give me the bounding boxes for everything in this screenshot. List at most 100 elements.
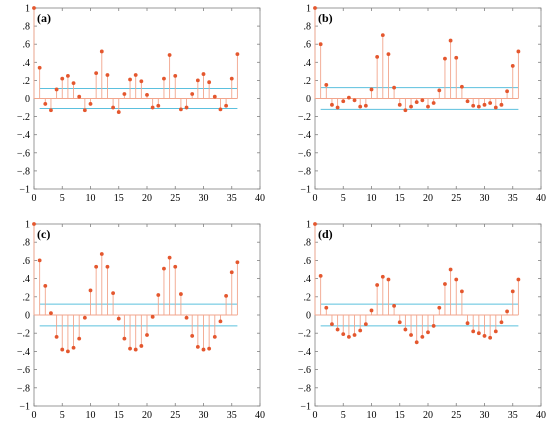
y-tick-label: −.8	[17, 383, 30, 394]
panel-b: −1−.8−.6−.4−.20.2.4.6.810 5 10 15 20 25 30 35 40…	[298, 4, 546, 205]
stem-marker	[201, 72, 206, 76]
stem-marker	[133, 73, 138, 77]
stem-marker	[330, 322, 334, 326]
x-tick-label: 0	[313, 410, 318, 421]
y-tick-label: −.2	[17, 112, 30, 123]
y-tick-label: .4	[304, 274, 312, 285]
stem-marker	[363, 103, 368, 108]
stem-marker	[66, 349, 70, 354]
panel-c: −1−.8−.6−.4−.20.2.4.6.810 5 10 15 20 25 30 35 40…	[17, 220, 265, 422]
stem-marker	[341, 332, 346, 337]
stem-marker	[352, 98, 357, 103]
stem-marker	[516, 49, 521, 54]
x-tick-label: 5	[60, 410, 65, 421]
y-tick-label: −.8	[298, 166, 311, 177]
stem-marker	[150, 314, 155, 319]
stem-marker	[49, 311, 53, 316]
stem-marker	[77, 336, 82, 341]
x-tick-label: 35	[508, 193, 518, 204]
x-tick-label: 20	[423, 193, 433, 204]
stem-marker	[128, 77, 132, 82]
stem-marker	[184, 105, 189, 110]
stem-marker	[128, 346, 132, 351]
stem-marker	[116, 316, 121, 321]
stem-marker	[454, 55, 459, 60]
stem-marker	[82, 315, 87, 320]
panel-label: (a)	[37, 11, 51, 25]
stem-marker	[111, 291, 115, 296]
y-tick-label: −.6	[17, 148, 30, 159]
stem-marker	[516, 277, 521, 282]
stem-marker	[150, 105, 155, 110]
y-tick-label: −.2	[298, 329, 311, 340]
stem-marker	[173, 73, 178, 78]
y-tick-label: −.2	[298, 112, 311, 123]
stem-marker	[218, 107, 223, 112]
stem-marker	[88, 288, 93, 293]
y-tick-label: −1	[19, 402, 30, 413]
stem-marker	[179, 292, 183, 296]
stem-marker	[32, 6, 36, 10]
stem-marker	[229, 270, 234, 275]
stem-marker	[167, 53, 172, 57]
stem-marker	[60, 76, 65, 81]
x-tick-label: 10	[367, 193, 377, 204]
stem-marker	[224, 103, 229, 108]
y-tick-label: .4	[23, 274, 31, 285]
stem-marker	[386, 277, 391, 282]
stem-marker	[43, 102, 48, 106]
x-tick-label: 10	[367, 410, 377, 421]
stem-marker	[82, 108, 87, 113]
x-tick-label: 0	[313, 193, 318, 204]
x-tick-label: 30	[480, 410, 490, 421]
stem-marker	[122, 92, 127, 96]
stem-marker	[352, 333, 357, 337]
stem-marker	[122, 336, 127, 341]
stem-marker	[167, 255, 172, 260]
stem-marker	[448, 267, 453, 272]
stem-marker	[156, 293, 161, 297]
stem-marker	[471, 329, 476, 334]
stem-marker	[465, 99, 470, 104]
stem-marker	[195, 78, 200, 83]
stem-marker	[460, 289, 464, 294]
x-tick-label: 40	[536, 193, 546, 204]
y-tick-label: .8	[23, 22, 31, 33]
y-tick-label: 0	[25, 94, 30, 105]
stem-marker	[94, 264, 99, 269]
stem-marker	[443, 282, 447, 286]
stem-marker	[190, 334, 195, 338]
y-tick-label: −.6	[17, 365, 30, 376]
stem-marker	[43, 283, 48, 288]
stem-marker	[105, 264, 110, 269]
x-tick-label: 25	[451, 410, 461, 421]
stem-marker	[133, 347, 138, 352]
y-tick-label: −1	[300, 402, 311, 413]
stem-marker	[212, 94, 217, 99]
panel-d: −1−.8−.6−.4−.20.2.4.6.810 5 10 15 20 25 30 35 40…	[298, 220, 546, 422]
y-tick-label: .8	[304, 238, 312, 249]
stem-marker	[397, 102, 402, 107]
stem-marker	[139, 79, 144, 84]
stem-marker	[116, 110, 121, 114]
stem-marker	[414, 340, 419, 345]
y-tick-label: −.4	[298, 130, 311, 141]
stem-marker	[493, 105, 498, 110]
stem-marker	[335, 105, 340, 110]
stem-marker	[207, 80, 212, 85]
stem-marker	[347, 334, 351, 339]
stem-marker	[179, 107, 183, 112]
x-tick-label: 25	[170, 410, 180, 421]
stem-marker	[318, 42, 323, 47]
stem-marker	[482, 334, 487, 338]
stem-marker	[431, 324, 436, 328]
y-tick-label: −.4	[17, 130, 30, 141]
stem-marker	[218, 319, 223, 324]
y-tick-label: .2	[304, 292, 312, 303]
stem-marker	[369, 87, 374, 92]
stem-marker	[426, 104, 430, 109]
x-tick-label: 35	[227, 410, 237, 421]
stem-marker	[145, 92, 149, 97]
stem-marker	[94, 71, 99, 76]
stem-marker	[403, 327, 408, 332]
